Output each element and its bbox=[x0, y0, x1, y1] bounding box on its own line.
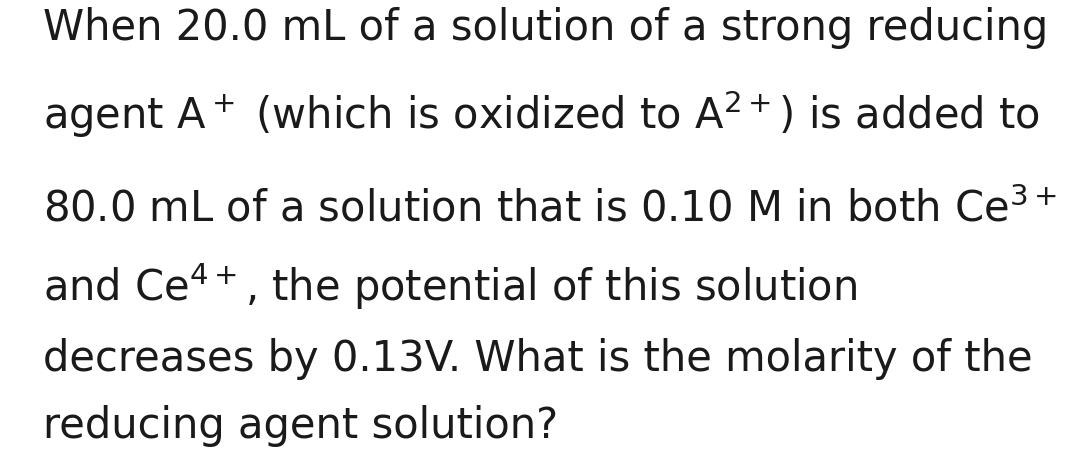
Text: and Ce$^{4+}$, the potential of this solution: and Ce$^{4+}$, the potential of this sol… bbox=[43, 261, 858, 312]
Text: 80.0 mL of a solution that is 0.10 M in both Ce$^{3+}$: 80.0 mL of a solution that is 0.10 M in … bbox=[43, 188, 1057, 231]
Text: decreases by 0.13V. What is the molarity of the: decreases by 0.13V. What is the molarity… bbox=[43, 338, 1032, 380]
Text: When 20.0 mL of a solution of a strong reducing: When 20.0 mL of a solution of a strong r… bbox=[43, 7, 1049, 49]
Text: agent A$^+$ (which is oxidized to A$^{2+}$) is added to: agent A$^+$ (which is oxidized to A$^{2+… bbox=[43, 88, 1040, 140]
Text: reducing agent solution?: reducing agent solution? bbox=[43, 405, 558, 447]
